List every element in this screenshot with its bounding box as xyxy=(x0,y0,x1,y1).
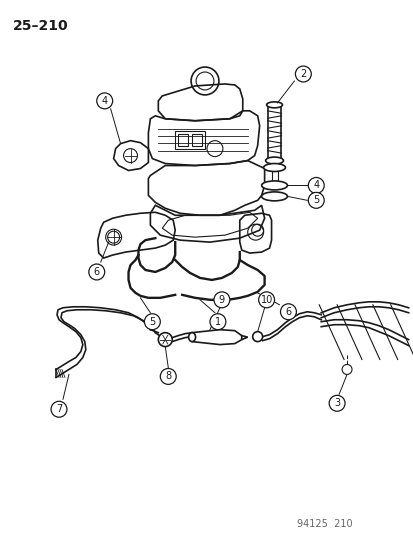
Circle shape xyxy=(160,368,176,384)
Circle shape xyxy=(158,333,172,346)
Circle shape xyxy=(295,66,311,82)
Text: 7: 7 xyxy=(56,404,62,414)
Circle shape xyxy=(258,292,274,308)
Text: 6: 6 xyxy=(93,267,100,277)
Circle shape xyxy=(308,177,323,193)
Bar xyxy=(178,134,188,146)
Polygon shape xyxy=(192,330,241,345)
Text: 4: 4 xyxy=(101,96,107,106)
Polygon shape xyxy=(241,336,247,340)
Bar xyxy=(192,134,202,146)
Bar xyxy=(175,131,204,149)
Text: 1: 1 xyxy=(214,317,221,327)
Circle shape xyxy=(308,192,323,208)
Circle shape xyxy=(97,93,112,109)
Ellipse shape xyxy=(263,164,285,172)
Text: 94125  210: 94125 210 xyxy=(297,519,352,529)
Circle shape xyxy=(252,332,262,342)
Text: 9: 9 xyxy=(218,295,224,305)
Circle shape xyxy=(144,314,160,330)
Text: 3: 3 xyxy=(333,398,339,408)
Ellipse shape xyxy=(188,333,195,342)
Ellipse shape xyxy=(266,102,282,108)
Text: 2: 2 xyxy=(299,69,306,79)
Circle shape xyxy=(341,365,351,375)
Circle shape xyxy=(209,314,225,330)
Ellipse shape xyxy=(261,181,287,190)
Text: 5: 5 xyxy=(312,196,318,205)
Circle shape xyxy=(51,401,67,417)
Circle shape xyxy=(280,304,296,320)
Ellipse shape xyxy=(265,157,283,164)
Text: 25–210: 25–210 xyxy=(13,19,69,33)
Text: 10: 10 xyxy=(260,295,272,305)
Text: 8: 8 xyxy=(165,372,171,382)
Circle shape xyxy=(328,395,344,411)
Text: 6: 6 xyxy=(285,307,291,317)
Text: 5: 5 xyxy=(149,317,155,327)
Circle shape xyxy=(214,292,229,308)
Ellipse shape xyxy=(261,192,287,201)
Text: 4: 4 xyxy=(313,181,318,190)
Circle shape xyxy=(88,264,104,280)
